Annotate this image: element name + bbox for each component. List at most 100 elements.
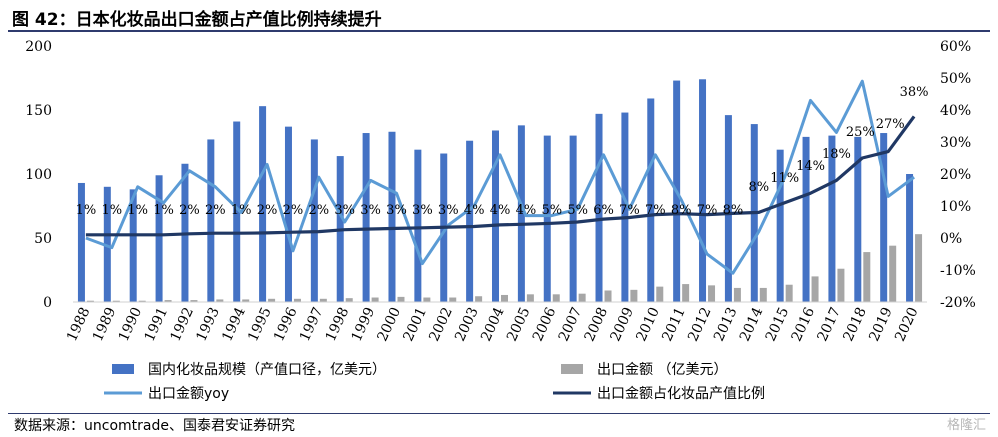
right-tick-label: 20% [940,167,971,183]
export-bar-1992 [190,300,198,302]
x-tick-label-1997: 1997 [297,305,327,344]
legend-label-2: 出口金额yoy [148,386,229,402]
domestic-bar-1990 [129,189,137,302]
ratio-data-labels: 1% 1% 1% 1% 2% 2% 1% 2% 2% 2% 3% 3% 3% 3% 3% 4% 4% 4% 5% 5%… [76,85,929,218]
export-bar-2011 [682,284,690,302]
ratio-label-2002: 3% [438,203,459,218]
ratio-label-2011: 8% [671,203,692,218]
ratio-label-1996: 2% [283,203,304,218]
right-tick-label: 30% [940,135,971,151]
domestic-bar-1994 [233,121,241,303]
export-bar-1990 [138,300,146,302]
export-bar-2014 [759,287,767,302]
export-bar-1995 [268,298,276,302]
x-tick-label-1993: 1993 [193,305,223,344]
ratio-label-1999: 3% [360,203,381,218]
x-tick-label-2000: 2000 [375,305,405,344]
export-bar-2013 [733,287,741,302]
x-tick-label-1991: 1991 [142,305,172,344]
export-bar-2006 [552,294,560,302]
yoy-line [85,79,915,275]
export-bar-1993 [216,299,224,302]
x-axis: 1988198919901991199219931994199519961997… [64,301,927,344]
ratio-label-2006: 5% [541,203,562,218]
export-bar-2007 [578,293,586,302]
legend-label-1: 出口金额 （亿美元） [597,362,727,378]
ratio-label-2009: 7% [619,203,640,218]
right-tick-label: 60% [940,39,971,55]
domestic-bar-1997 [310,139,318,302]
x-tick-label-2008: 2008 [582,305,612,344]
left-tick-label: 0 [43,295,52,311]
domestic-bar-2019 [880,133,888,302]
export-bar-1989 [112,300,120,302]
export-bar-1999 [371,297,379,302]
x-tick-label-1992: 1992 [168,305,198,344]
export-bar-2008 [604,290,612,302]
left-axis: 0 50 100 150 200 [25,39,52,311]
ratio-label-1991: 1% [153,203,174,218]
title-row: 图 42：日本化妆品出口金额占产值比例持续提升 [0,0,998,30]
export-bar-2019 [889,245,897,302]
domestic-bar-1993 [207,139,215,302]
domestic-bars [77,79,914,303]
export-bar-2005 [526,294,534,302]
ratio-label-2007: 5% [567,203,588,218]
x-tick-label-2013: 2013 [711,305,741,344]
ratio-label-2014: 8% [748,180,769,195]
legend-swatch-1 [561,364,583,374]
ratio-label-2012: 7% [697,203,718,218]
ratio-label-2003: 4% [464,203,485,218]
right-tick-label: -10% [940,263,976,279]
export-bar-2016 [811,276,819,302]
right-tick-label: 40% [940,103,971,119]
ratio-label-1992: 2% [179,203,200,218]
x-tick-label-2016: 2016 [789,305,819,344]
x-tick-label-1994: 1994 [219,305,249,344]
watermark-text: 格隆汇 [946,418,986,433]
legend-swatch-0 [112,364,134,374]
export-bar-1988 [86,300,94,302]
ratio-line [85,115,916,237]
domestic-bar-1995 [259,106,267,302]
export-bar-2002 [449,297,457,302]
ratio-label-2004: 4% [490,203,511,218]
x-tick-label-1988: 1988 [64,305,94,344]
export-bar-1994 [242,299,250,302]
domestic-bar-2008 [595,113,603,302]
x-tick-label-2001: 2001 [400,305,430,344]
export-bar-2003 [475,296,483,302]
ratio-label-2016: 14% [796,159,825,174]
domestic-bar-1999 [362,133,370,302]
x-tick-label-2019: 2019 [866,305,896,344]
left-tick-label: 150 [25,103,52,119]
x-tick-label-1996: 1996 [271,305,301,344]
x-tick-label-2005: 2005 [504,305,534,344]
x-tick-label-2004: 2004 [478,305,508,344]
x-tick-label-1999: 1999 [349,305,379,344]
legend-label-0: 国内化妆品规模（产值口径，亿美元） [148,362,386,378]
title-divider [8,30,990,32]
right-tick-label: 50% [940,71,971,87]
export-bar-2017 [837,268,845,302]
export-bar-2020 [915,234,923,302]
x-tick-label-1990: 1990 [116,305,146,344]
export-bar-2010 [656,286,664,302]
domestic-bar-2017 [828,135,836,302]
yoy-line-group [85,79,915,275]
x-tick-label-2020: 2020 [892,305,922,344]
x-tick-label-2014: 2014 [737,305,767,344]
ratio-label-2013: 8% [723,203,744,218]
x-tick-label-2018: 2018 [840,305,870,344]
domestic-bar-2012 [699,79,707,302]
x-tick-label-2015: 2015 [763,305,793,344]
export-bar-2004 [501,294,508,302]
export-bar-1996 [293,298,301,302]
domestic-bar-1996 [284,126,292,302]
domestic-bar-2016 [802,136,810,302]
ratio-label-2019: 27% [876,117,905,132]
ratio-label-2017: 18% [822,147,851,162]
x-tick-label-1995: 1995 [245,305,275,344]
x-tick-label-2017: 2017 [814,305,844,344]
